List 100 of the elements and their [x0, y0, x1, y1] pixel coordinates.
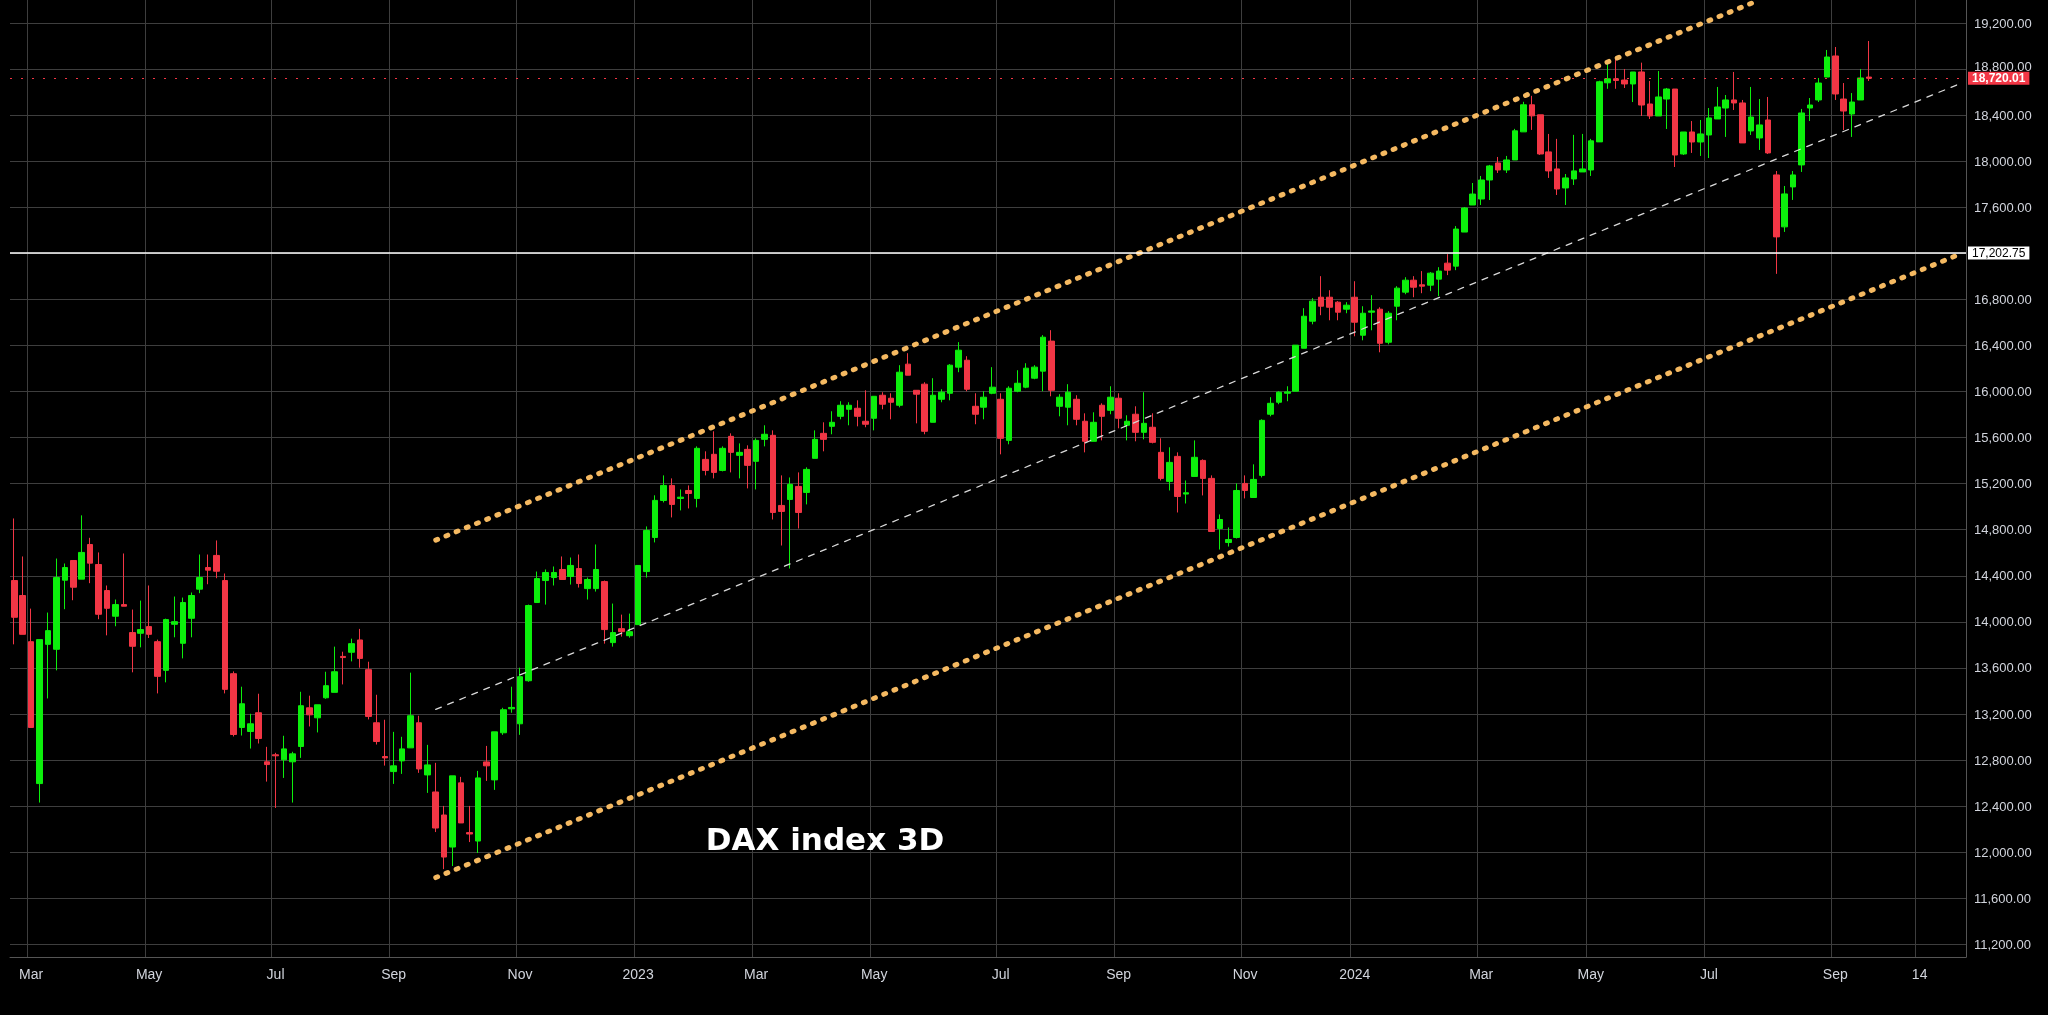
- candlestick: [1191, 439, 1198, 477]
- candlestick: [1183, 479, 1189, 504]
- candlestick: [1781, 185, 1788, 233]
- candlestick: [1149, 412, 1156, 444]
- candlestick: [247, 713, 254, 750]
- candlestick: [972, 392, 979, 425]
- candlestick: [1402, 276, 1409, 295]
- x-tick-label: Sep: [1822, 966, 1848, 982]
- candlestick: [660, 474, 667, 503]
- candlestick: [1233, 482, 1240, 539]
- candlestick: [1073, 394, 1080, 426]
- candlestick: [728, 432, 734, 473]
- candlestick: [534, 571, 540, 604]
- candlestick: [1798, 108, 1805, 173]
- candlestick: [593, 543, 599, 593]
- candlestick: [1276, 390, 1282, 405]
- candlestick: [1217, 513, 1223, 551]
- candlestick: [424, 744, 431, 794]
- candlestick: [1023, 362, 1029, 389]
- candlestick: [702, 450, 709, 476]
- candlestick: [1427, 271, 1434, 292]
- candlestick: [1385, 310, 1392, 345]
- candlestick: [264, 746, 270, 783]
- candlestick: [652, 494, 658, 543]
- candlestick: [812, 429, 818, 459]
- candlestick: [154, 639, 161, 694]
- candlestick: [1444, 253, 1451, 276]
- candlestick: [1419, 270, 1425, 294]
- x-tick-label: Jul: [991, 966, 1010, 982]
- candlestick: [1765, 96, 1771, 155]
- y-tick-label: 16,000.00: [1974, 384, 2032, 400]
- candlestick: [989, 366, 996, 395]
- candlestick: [854, 399, 861, 427]
- candlestick: [1082, 412, 1088, 453]
- candlestick: [871, 395, 877, 431]
- candlestick: [1773, 170, 1780, 275]
- candlestick: [1410, 275, 1417, 298]
- candlestick: [980, 390, 987, 420]
- candlestick: [382, 719, 388, 767]
- candlestick: [1436, 266, 1442, 297]
- y-tick-label: 13,600.00: [1974, 660, 2032, 676]
- x-tick-label: Mar: [19, 966, 44, 982]
- candlestick: [1107, 385, 1114, 415]
- candlestick: [1689, 120, 1695, 154]
- candlestick: [795, 471, 802, 529]
- y-tick-label: 14,400.00: [1974, 568, 2032, 584]
- candlestick: [997, 392, 1004, 455]
- candlestick: [1756, 98, 1763, 151]
- candlestick: [829, 410, 835, 435]
- candlestick: [685, 484, 692, 509]
- candlestick: [449, 775, 456, 867]
- candlestick: [677, 488, 684, 511]
- x-tick-label: Sep: [1106, 966, 1132, 982]
- candlestick: [306, 695, 313, 727]
- candlestick: [1014, 369, 1021, 393]
- text: DAX index 3D: [705, 820, 945, 857]
- candlestick: [1368, 294, 1375, 331]
- ref-line-label: 17,202.75: [1972, 246, 2026, 261]
- y-tick-label: 11,600.00: [1974, 890, 2031, 906]
- candlestick: [239, 686, 245, 737]
- candlestick: [1739, 99, 1746, 144]
- candlestick: [576, 554, 582, 589]
- candlestick: [1849, 92, 1855, 138]
- candlestick: [1647, 80, 1653, 120]
- y-tick-label: 16,800.00: [1974, 291, 2032, 307]
- candlestick: [1318, 275, 1324, 316]
- candlestick: [441, 805, 447, 870]
- candlestick: [28, 608, 34, 728]
- y-tick-label: 17,600.00: [1974, 199, 2032, 215]
- candlestick: [1588, 138, 1594, 177]
- candlestick: [230, 670, 237, 737]
- candlestick: [736, 442, 743, 479]
- candlestick: [635, 564, 641, 626]
- candlestick: [1225, 526, 1232, 548]
- candlestick: [862, 389, 869, 428]
- candlestick: [803, 466, 810, 505]
- candlestick: [1857, 68, 1864, 101]
- candlestick: [601, 580, 608, 645]
- x-tick-label: Sep: [381, 966, 407, 982]
- x-tick-label: 2023: [622, 966, 654, 982]
- candlestick: [87, 537, 93, 584]
- candlestick: [1006, 385, 1012, 445]
- candlestick: [1840, 82, 1847, 131]
- candlestick: [1065, 383, 1071, 426]
- candlestick: [491, 731, 498, 791]
- candlestick: [761, 424, 768, 447]
- candlestick: [584, 577, 591, 601]
- candlestick: [95, 551, 102, 620]
- candlestick: [947, 363, 953, 401]
- candlestick: [1807, 97, 1813, 122]
- candlestick: [104, 584, 110, 636]
- candlestick: [711, 430, 717, 479]
- candlestick: [180, 597, 186, 659]
- candlestick: [1579, 133, 1586, 173]
- candlestick: [1697, 119, 1704, 157]
- candlestick: [719, 445, 726, 472]
- candlestick: [694, 445, 700, 508]
- candlestick: [466, 805, 473, 843]
- candlestick: [1562, 173, 1569, 206]
- candlestick: [1680, 131, 1687, 156]
